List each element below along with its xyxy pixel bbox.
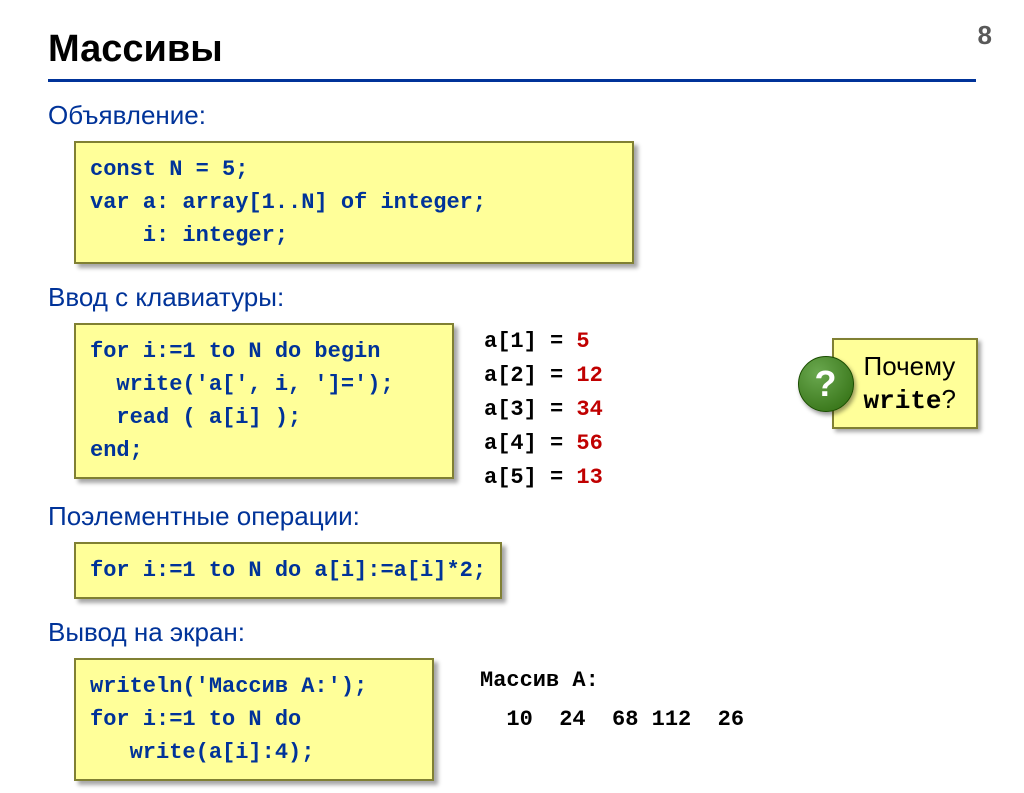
section-output: Вывод на экран: [48, 617, 976, 648]
title-rule [48, 79, 976, 82]
array-label: a[5] = [484, 465, 576, 490]
output-row: 10 24 68 112 26 [480, 707, 744, 732]
array-row: a[1] = 5 [484, 325, 603, 359]
array-value: 5 [576, 329, 589, 354]
array-label: a[3] = [484, 397, 576, 422]
callout-mono: write [864, 386, 942, 416]
code-output: writeln('Массив A:'); for i:=1 to N do w… [74, 658, 434, 781]
array-input-sample: a[1] = 5 a[2] = 12 a[3] = 34 a[4] = 56 a… [484, 325, 603, 495]
section-operations: Поэлементные операции: [48, 501, 976, 532]
array-label: a[4] = [484, 431, 576, 456]
page-number: 8 [978, 20, 992, 51]
array-label: a[2] = [484, 363, 576, 388]
callout-tail: ? [942, 384, 956, 414]
array-row: a[5] = 13 [484, 461, 603, 495]
section-input: Ввод с клавиатуры: [48, 282, 976, 313]
question-icon: ? [798, 356, 854, 412]
code-input: for i:=1 to N do begin write('a[', i, ']… [74, 323, 454, 479]
program-output: Массив A: 10 24 68 112 26 [480, 654, 744, 732]
array-value: 56 [576, 431, 602, 456]
array-value: 13 [576, 465, 602, 490]
page-title: Массивы [48, 28, 976, 71]
array-row: a[3] = 34 [484, 393, 603, 427]
section-declaration: Объявление: [48, 100, 976, 131]
callout-line2: write? [864, 383, 956, 418]
array-row: a[2] = 12 [484, 359, 603, 393]
code-declaration: const N = 5; var a: array[1..N] of integ… [74, 141, 634, 264]
array-value: 12 [576, 363, 602, 388]
callout-why-write: ? Почему write? [798, 338, 978, 429]
array-value: 34 [576, 397, 602, 422]
callout-line1: Почему [864, 350, 956, 383]
output-header: Массив A: [480, 668, 744, 693]
array-row: a[4] = 56 [484, 427, 603, 461]
array-label: a[1] = [484, 329, 576, 354]
code-operations: for i:=1 to N do a[i]:=a[i]*2; [74, 542, 502, 599]
